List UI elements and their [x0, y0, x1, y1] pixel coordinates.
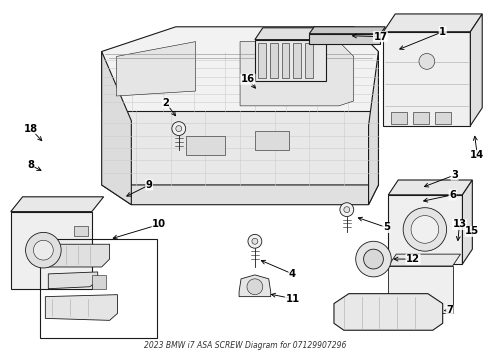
- Circle shape: [33, 240, 53, 260]
- Bar: [92, 275, 106, 289]
- Circle shape: [419, 54, 435, 69]
- Polygon shape: [388, 254, 461, 266]
- Circle shape: [252, 238, 258, 244]
- Polygon shape: [49, 244, 110, 267]
- Text: 15: 15: [466, 226, 479, 237]
- Bar: [255, 40, 326, 81]
- Bar: [388, 195, 463, 264]
- Text: 8: 8: [27, 160, 34, 170]
- Polygon shape: [388, 180, 472, 195]
- Bar: [74, 226, 88, 237]
- Bar: [383, 32, 470, 126]
- Polygon shape: [117, 42, 196, 96]
- Text: 6: 6: [449, 190, 456, 200]
- Circle shape: [403, 208, 447, 251]
- Text: 13: 13: [452, 220, 466, 229]
- Polygon shape: [240, 42, 354, 106]
- Text: 9: 9: [146, 180, 152, 190]
- Circle shape: [25, 233, 61, 268]
- Bar: [294, 42, 301, 78]
- Text: 3: 3: [451, 170, 458, 180]
- Circle shape: [344, 207, 350, 213]
- Text: 18: 18: [24, 123, 38, 134]
- Text: 14: 14: [470, 150, 485, 160]
- Text: 12: 12: [406, 254, 420, 264]
- Polygon shape: [102, 51, 131, 205]
- Text: 7: 7: [446, 306, 453, 315]
- Polygon shape: [239, 275, 270, 297]
- Polygon shape: [255, 28, 334, 40]
- Circle shape: [356, 241, 392, 277]
- Polygon shape: [102, 185, 378, 205]
- Polygon shape: [49, 272, 98, 289]
- Bar: [435, 112, 451, 123]
- Text: 2023 BMW i7 ASA SCREW Diagram for 07129907296: 2023 BMW i7 ASA SCREW Diagram for 071299…: [144, 341, 346, 350]
- Circle shape: [176, 126, 182, 131]
- Bar: [11, 212, 92, 289]
- Circle shape: [248, 234, 262, 248]
- Polygon shape: [368, 51, 378, 205]
- Circle shape: [247, 279, 263, 294]
- Polygon shape: [11, 197, 104, 212]
- Polygon shape: [334, 294, 442, 330]
- Text: 4: 4: [289, 269, 296, 279]
- Polygon shape: [463, 180, 472, 264]
- Polygon shape: [102, 27, 378, 126]
- Text: 17: 17: [373, 32, 388, 42]
- Text: 2: 2: [163, 98, 170, 108]
- Polygon shape: [309, 27, 385, 34]
- Bar: [258, 42, 266, 78]
- Text: 5: 5: [383, 222, 390, 233]
- Polygon shape: [255, 131, 290, 150]
- Bar: [40, 239, 157, 338]
- Polygon shape: [383, 14, 482, 32]
- Polygon shape: [46, 294, 118, 320]
- Bar: [388, 266, 453, 314]
- Text: 1: 1: [439, 27, 446, 37]
- Text: 11: 11: [285, 294, 299, 303]
- Bar: [270, 42, 278, 78]
- Text: 10: 10: [152, 220, 166, 229]
- Polygon shape: [186, 135, 225, 155]
- Circle shape: [340, 203, 354, 217]
- Polygon shape: [470, 14, 482, 126]
- Bar: [74, 246, 88, 256]
- Text: 16: 16: [241, 74, 255, 84]
- Bar: [305, 42, 313, 78]
- Circle shape: [364, 249, 383, 269]
- Polygon shape: [102, 111, 378, 185]
- Bar: [309, 34, 380, 44]
- Circle shape: [411, 216, 439, 243]
- Bar: [413, 112, 429, 123]
- Bar: [282, 42, 290, 78]
- Circle shape: [172, 122, 186, 135]
- Bar: [392, 112, 407, 123]
